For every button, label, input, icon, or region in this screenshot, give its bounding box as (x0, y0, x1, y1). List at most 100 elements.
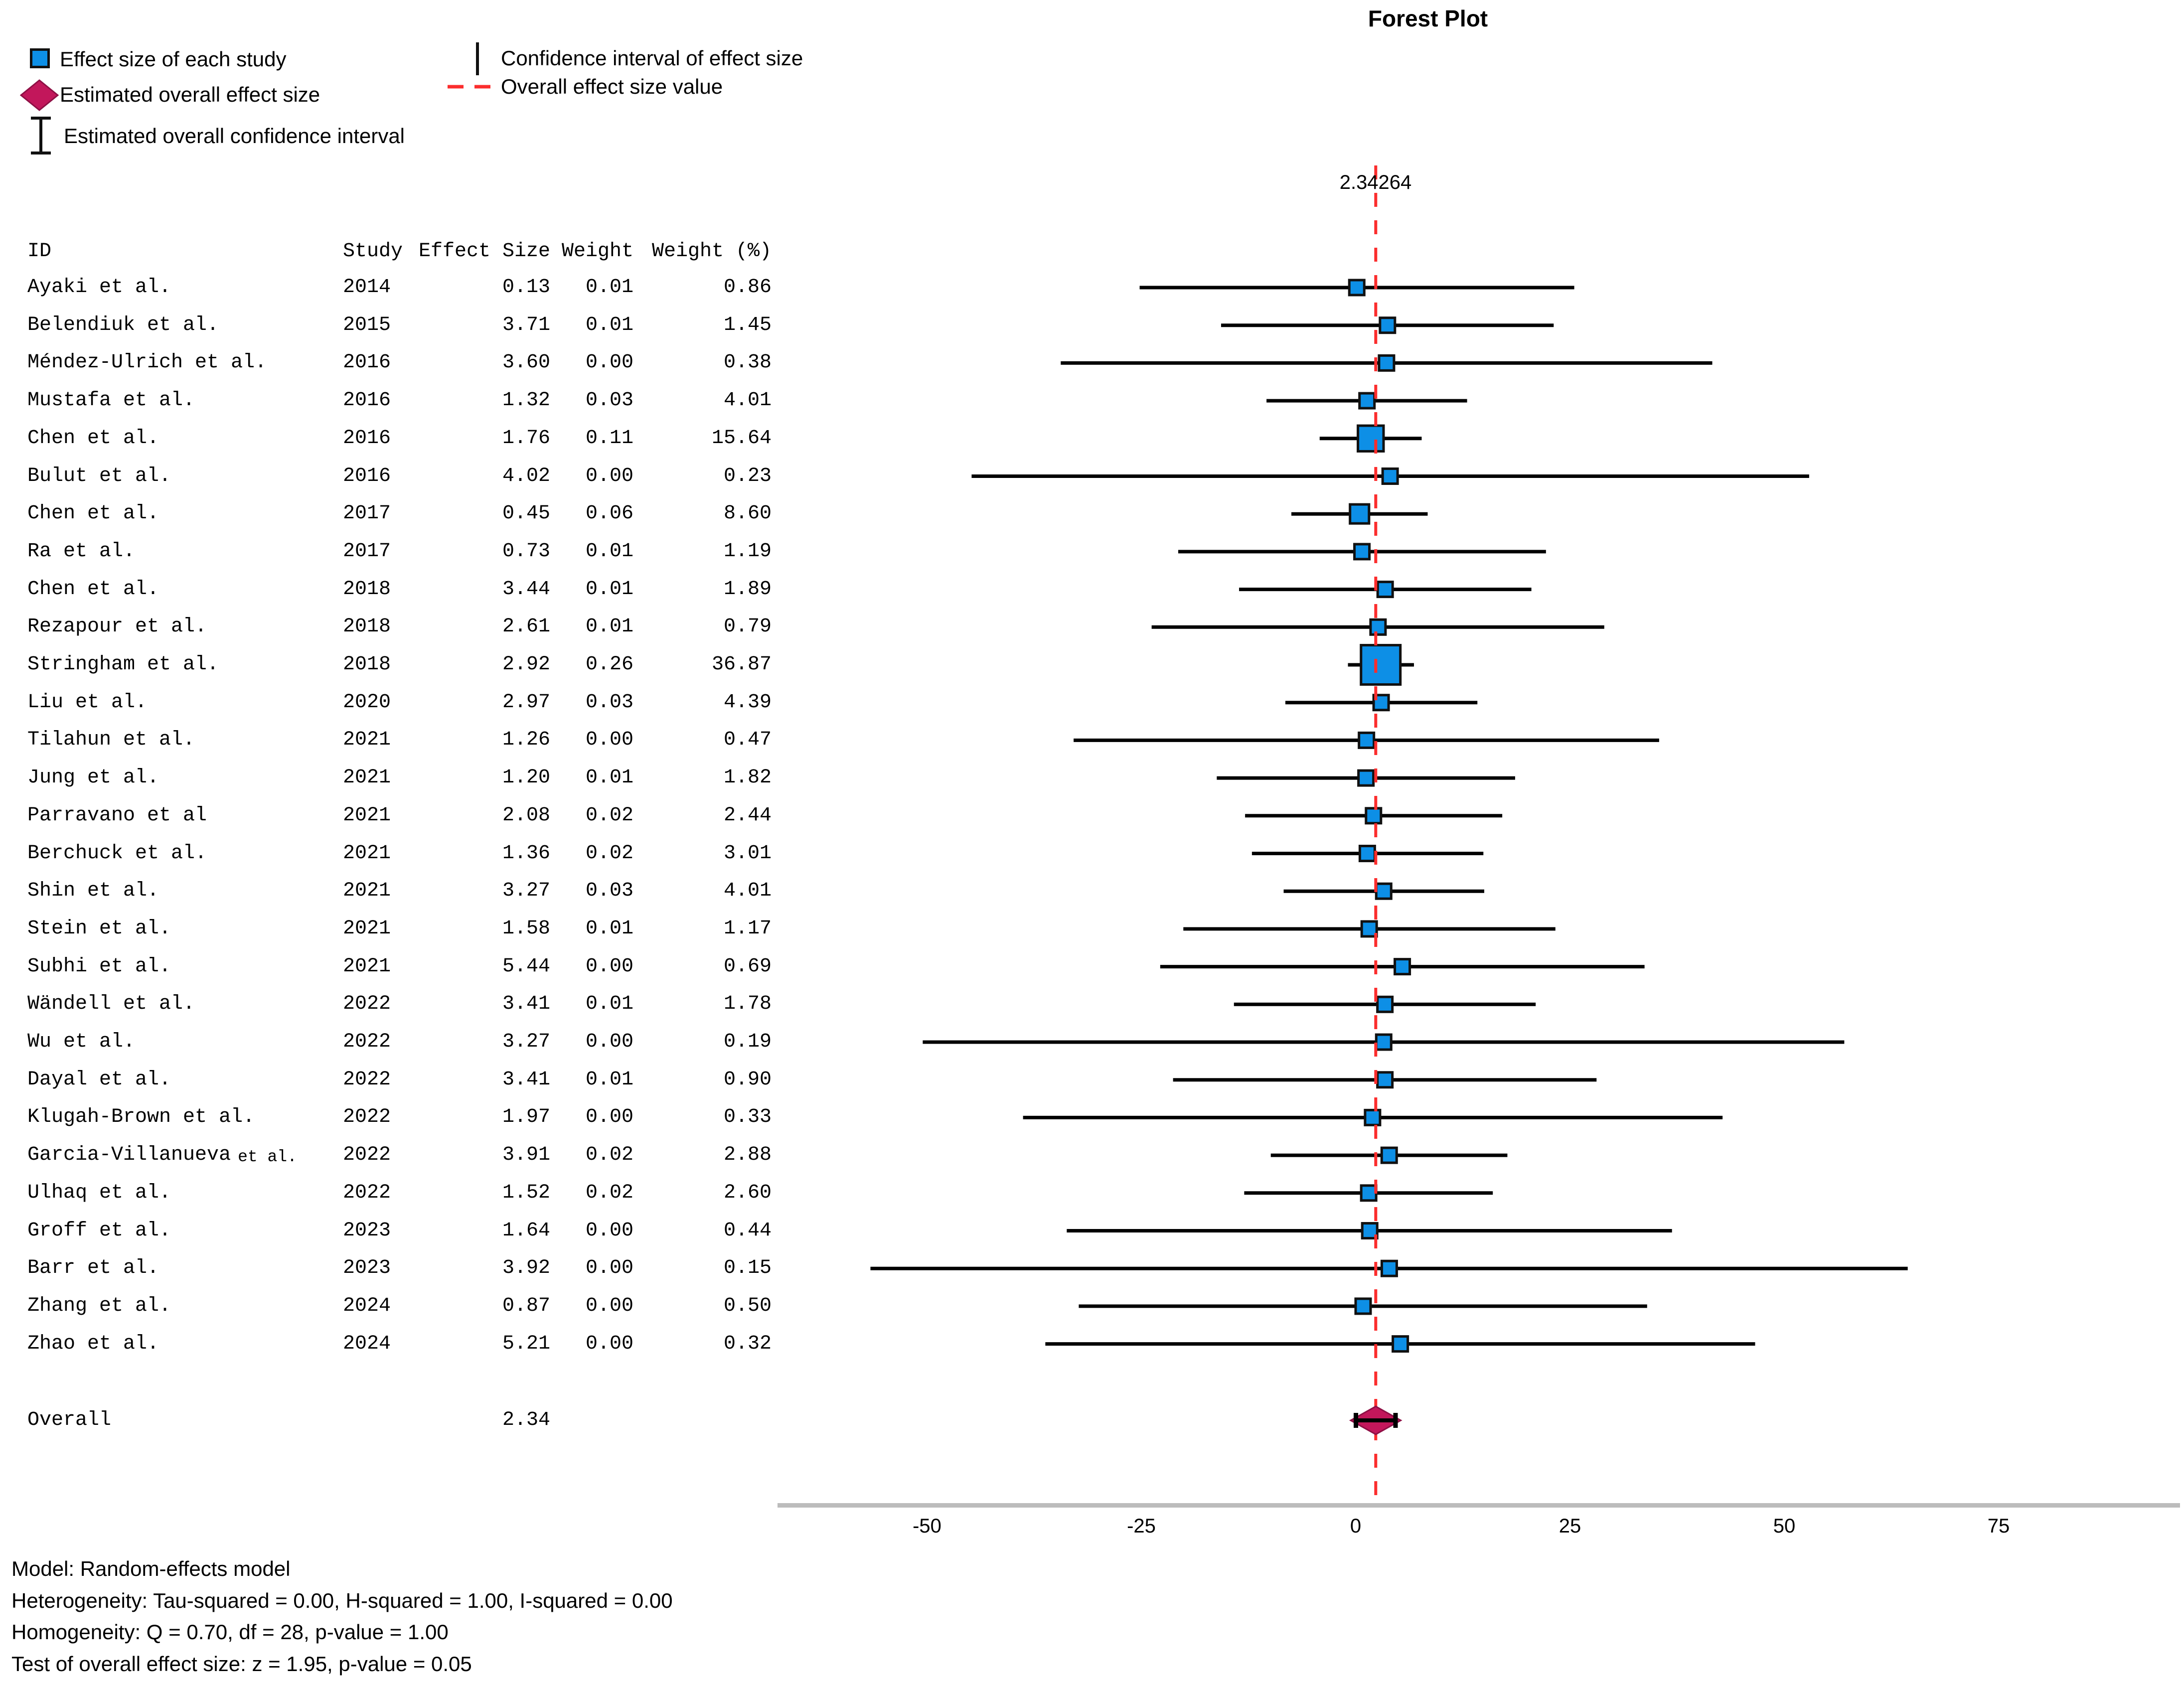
study-effect-size: 3.27 (502, 1031, 550, 1053)
study-id: Dayal et al. (27, 1068, 171, 1091)
study-effect-size: 0.73 (502, 540, 550, 563)
effect-square (1357, 769, 1375, 787)
study-weight-pct: 1.17 (723, 917, 772, 940)
study-id: Chen et al. (27, 427, 159, 450)
effect-square (1364, 1108, 1382, 1126)
effect-square (1360, 644, 1402, 686)
study-weight-pct: 2.88 (723, 1144, 772, 1167)
study-year: 2021 (343, 880, 391, 903)
effect-square (1392, 1335, 1409, 1353)
study-effect-size: 3.41 (502, 993, 550, 1016)
study-effect-size: 0.45 (502, 502, 550, 525)
study-year: 2021 (343, 955, 391, 978)
study-weight: 0.00 (585, 464, 633, 487)
study-effect-size: 2.97 (502, 691, 550, 714)
legend-overall-ci-label: Estimated overall confidence interval (64, 124, 405, 148)
study-weight-pct: 0.23 (723, 464, 772, 487)
study-id: Zhao et al. (27, 1332, 159, 1355)
study-weight-pct: 0.44 (723, 1219, 772, 1242)
study-effect-size: 1.97 (502, 1106, 550, 1129)
study-weight: 0.01 (585, 313, 633, 336)
footer-stat-line: Homogeneity: Q = 0.70, df = 28, p-value … (11, 1620, 449, 1644)
study-effect-size: 1.52 (502, 1181, 550, 1204)
x-axis-tick-label: -50 (913, 1515, 941, 1537)
study-weight-pct: 0.50 (723, 1294, 772, 1317)
effect-square (1360, 1184, 1378, 1202)
study-year: 2017 (343, 540, 391, 563)
study-id: Rezapour et al. (27, 615, 207, 638)
study-year: 2015 (343, 313, 391, 336)
x-axis-tick-label: 50 (1773, 1515, 1796, 1537)
effect-square (1358, 845, 1376, 862)
study-effect-size: 0.87 (502, 1294, 550, 1317)
study-weight: 0.00 (585, 729, 633, 752)
study-id: Stein et al. (27, 917, 171, 940)
study-effect-size: 5.21 (502, 1332, 550, 1355)
x-axis-tick-label: 75 (1987, 1515, 2010, 1537)
study-weight: 0.01 (585, 767, 633, 789)
study-effect-size: 3.92 (502, 1257, 550, 1280)
study-effect-size: 1.26 (502, 729, 550, 752)
study-id: Bulut et al. (27, 464, 171, 487)
x-axis-tick-label: 25 (1559, 1515, 1581, 1537)
effect-square (1348, 279, 1366, 297)
study-effect-size: 1.36 (502, 842, 550, 865)
study-id: Chen et al. (27, 578, 159, 601)
study-year: 2016 (343, 464, 391, 487)
study-id: Ayaki et al. (27, 276, 171, 299)
study-weight: 0.26 (585, 653, 633, 676)
column-header-weight-pct: Weight (%) (652, 240, 772, 263)
study-weight-pct: 0.19 (723, 1031, 772, 1053)
study-year: 2021 (343, 804, 391, 827)
study-year: 2024 (343, 1332, 391, 1355)
study-weight: 0.11 (585, 427, 633, 450)
study-year: 2018 (343, 578, 391, 601)
effect-square (1357, 424, 1385, 453)
effect-square (1354, 1297, 1372, 1315)
study-effect-size: 3.27 (502, 880, 550, 903)
study-id: Shin et al. (27, 880, 159, 903)
study-effect-size: 3.60 (502, 351, 550, 374)
overall-ci-cap-left (1354, 1413, 1358, 1428)
study-year: 2016 (343, 389, 391, 412)
effect-square (1376, 1071, 1394, 1089)
effect-square (1358, 392, 1376, 410)
study-year: 2022 (343, 1106, 391, 1129)
study-weight-pct: 1.78 (723, 993, 772, 1016)
study-year: 2023 (343, 1257, 391, 1280)
study-weight: 0.02 (585, 1144, 633, 1167)
study-id: Mustafa et al. (27, 389, 195, 412)
study-id: Tilahun et al. (27, 729, 195, 752)
column-header-study: Study (343, 240, 403, 263)
study-weight: 0.00 (585, 1219, 633, 1242)
study-id: Ulhaq et al. (27, 1181, 171, 1204)
effect-square (1360, 920, 1378, 938)
study-year: 2018 (343, 653, 391, 676)
effect-square (1376, 995, 1394, 1013)
study-weight: 0.00 (585, 1031, 633, 1053)
study-weight: 0.03 (585, 691, 633, 714)
study-effect-size: 4.02 (502, 464, 550, 487)
study-id: Stringham et al. (27, 653, 219, 676)
study-effect-size: 5.44 (502, 955, 550, 978)
effect-square (1394, 958, 1411, 976)
legend-study-square-icon (30, 48, 50, 68)
study-id-suffix: et al. (238, 1148, 297, 1167)
effect-square (1349, 503, 1371, 525)
study-weight: 0.00 (585, 1332, 633, 1355)
footer-stat-line: Test of overall effect size: z = 1.95, p… (11, 1652, 472, 1676)
study-weight-pct: 4.01 (723, 880, 772, 903)
study-id: Ra et al. (27, 540, 136, 563)
study-weight: 0.00 (585, 1294, 633, 1317)
study-year: 2022 (343, 993, 391, 1016)
study-effect-size: 2.92 (502, 653, 550, 676)
x-axis-line (778, 1503, 2180, 1508)
effect-square (1375, 882, 1393, 900)
study-weight-pct: 15.64 (711, 427, 772, 450)
study-id: Parravano et al (27, 804, 207, 827)
effect-square (1375, 1033, 1393, 1051)
legend-study-marker-label: Effect size of each study (60, 47, 287, 71)
study-weight-pct: 0.38 (723, 351, 772, 374)
study-id: Berchuck et al. (27, 842, 207, 865)
